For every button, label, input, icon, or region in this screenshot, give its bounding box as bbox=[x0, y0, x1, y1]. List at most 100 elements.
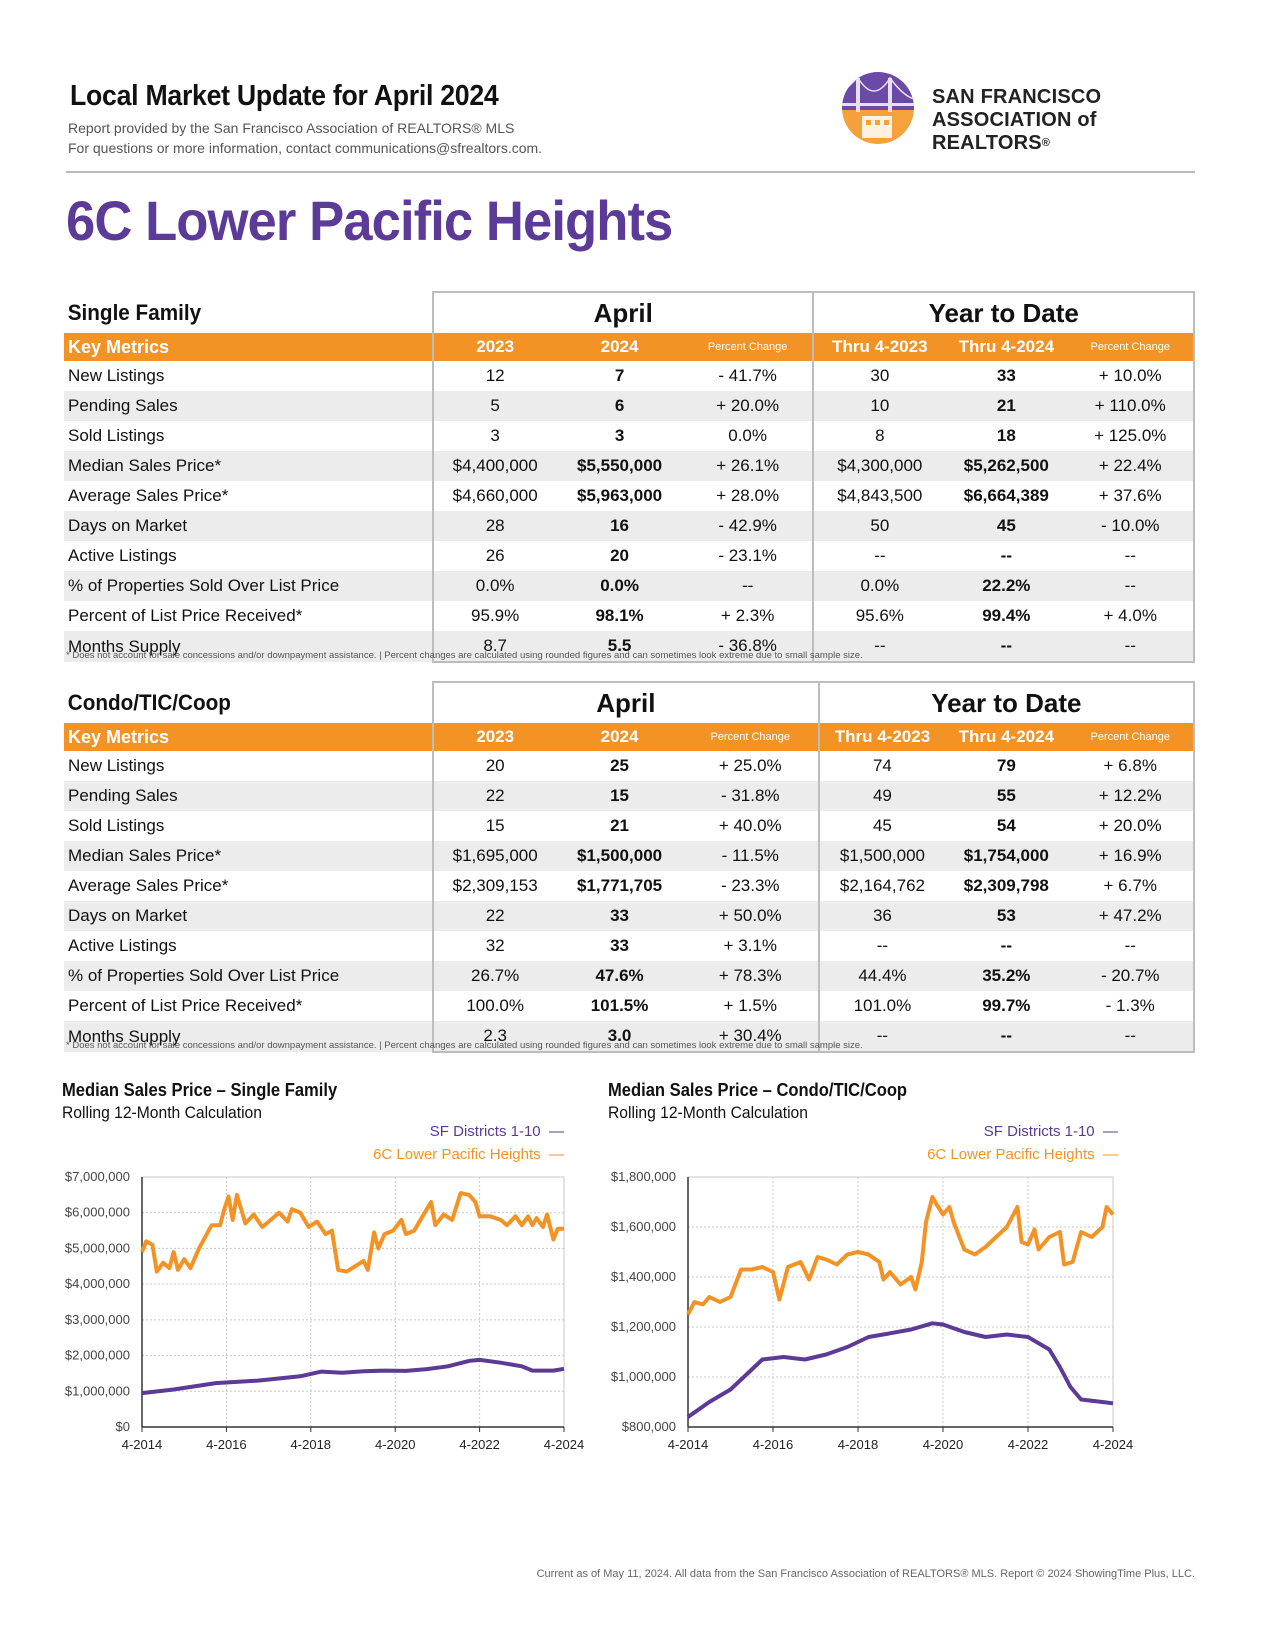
y-tick-label: $800,000 bbox=[622, 1419, 676, 1434]
april-2024-value: 15 bbox=[556, 781, 683, 811]
key-metrics-label: Key Metrics bbox=[64, 333, 433, 361]
ytd-percent-change: -- bbox=[1067, 931, 1195, 961]
ytd-2023-value: -- bbox=[876, 936, 889, 955]
ytd-2024-value: $2,309,798 bbox=[963, 876, 1049, 895]
april-percent-change: + 3.1% bbox=[682, 931, 820, 961]
y-tick-label: $4,000,000 bbox=[65, 1276, 130, 1291]
table-row: % of Properties Sold Over List Price 0.0%… bbox=[64, 571, 1195, 601]
series-line-area bbox=[140, 1191, 564, 1274]
april-2024-value: $1,500,000 bbox=[556, 841, 683, 871]
ytd-2023-value: 45 bbox=[872, 816, 892, 835]
ytd-percent-change: -- bbox=[1067, 541, 1195, 571]
ytd-2024-value: 54 bbox=[996, 816, 1016, 835]
ytd-2024-value: 99.4% bbox=[982, 606, 1031, 625]
april-2023-value: $2,309,153 bbox=[431, 871, 557, 901]
x-tick-label: 4-2022 bbox=[459, 1437, 499, 1452]
ytd-percent-change: -- bbox=[1067, 631, 1195, 663]
col-2023: 2023 bbox=[431, 333, 557, 361]
legend-area: 6C Lower Pacific Heights — bbox=[373, 1146, 564, 1163]
april-2023-value: 20 bbox=[431, 751, 557, 781]
metric-label: Median Sales Price* bbox=[64, 451, 433, 481]
chart-plot: $0 $1,000,000 $2,000,000 $3,000,000 $4,000,0… bbox=[65, 1169, 584, 1452]
col-thru-2024: Thru 4-2024 bbox=[945, 723, 1068, 751]
table-row: New Listings 20 25 + 25.0% 74 79 + 6.8% bbox=[64, 751, 1195, 781]
ytd-2023-value: -- bbox=[874, 546, 886, 565]
metric-label: Days on Market bbox=[64, 901, 433, 931]
april-2024-value: 33 bbox=[610, 936, 630, 955]
ytd-2023-value: 30 bbox=[870, 366, 890, 385]
ytd-2024-value: $6,664,389 bbox=[963, 486, 1049, 505]
logo-registered-mark: ® bbox=[1041, 137, 1051, 149]
ytd-2024-value: 45 bbox=[945, 511, 1068, 541]
metric-label: % of Properties Sold Over List Price bbox=[64, 571, 433, 601]
april-header: April bbox=[431, 681, 820, 723]
ytd-2023-value: 50 bbox=[813, 511, 946, 541]
y-tick-label: $2,000,000 bbox=[65, 1348, 130, 1363]
plot-frame bbox=[687, 1176, 1114, 1428]
chart-single-family: Median Sales Price – Single Family Rolli… bbox=[62, 1080, 622, 1470]
chart-condo: Median Sales Price – Condo/TIC/Coop Roll… bbox=[608, 1080, 1168, 1470]
april-percent-change: + 26.1% bbox=[682, 451, 815, 481]
april-2024-value: 98.1% bbox=[595, 606, 644, 625]
april-2023-value: 3 bbox=[431, 421, 557, 451]
ytd-2024-value: 53 bbox=[945, 901, 1068, 931]
april-percent-change: -- bbox=[682, 571, 815, 601]
ytd-header: Year to Date bbox=[813, 291, 1195, 333]
plot-frame bbox=[141, 1176, 565, 1428]
april-2023-value: 95.9% bbox=[431, 601, 557, 631]
ytd-2024-value: $1,754,000 bbox=[945, 841, 1068, 871]
april-percent-change: + 1.5% bbox=[682, 991, 820, 1021]
ytd-percent-change: -- bbox=[1067, 1021, 1195, 1053]
april-percent-change: - 23.3% bbox=[682, 871, 820, 901]
section-title: Condo/TIC/Coop bbox=[67, 689, 231, 715]
ytd-2024-value: -- bbox=[1000, 546, 1012, 565]
ytd-2023-value: 10 bbox=[813, 391, 946, 421]
y-tick-label: $1,400,000 bbox=[611, 1269, 676, 1284]
x-tick-label: 4-2018 bbox=[838, 1437, 878, 1452]
ytd-2024-value: -- bbox=[1000, 936, 1012, 955]
metric-label: Active Listings bbox=[68, 546, 177, 565]
table-row: Percent of List Price Received* 95.9% 98.1… bbox=[64, 601, 1195, 631]
y-tick-label: $1,000,000 bbox=[65, 1383, 130, 1398]
chart-title: Median Sales Price – Condo/TIC/Coop bbox=[608, 1080, 908, 1100]
table-row: Percent of List Price Received* 100.0% 101… bbox=[64, 991, 1195, 1021]
april-2023-value: 2.3 bbox=[431, 1021, 557, 1053]
ytd-percent-change: - 20.7% bbox=[1067, 961, 1195, 991]
legend-area: 6C Lower Pacific Heights — bbox=[927, 1146, 1118, 1163]
ytd-percent-change: + 6.8% bbox=[1067, 751, 1195, 781]
metric-label: New Listings bbox=[68, 756, 165, 775]
footnote: * Does not account for sale concessions … bbox=[66, 650, 863, 661]
table-row: % of Properties Sold Over List Price 26.7… bbox=[64, 961, 1195, 991]
metric-label: Sold Listings bbox=[68, 426, 165, 445]
x-tick-label: 4-2016 bbox=[206, 1437, 246, 1452]
metric-label: Active Listings bbox=[68, 936, 177, 955]
ytd-2023-value: $1,500,000 bbox=[818, 841, 946, 871]
logo-line-1: SAN FRANCISCO bbox=[932, 86, 1102, 108]
ytd-2024-value: 55 bbox=[945, 781, 1068, 811]
x-tick-label: 4-2020 bbox=[375, 1437, 415, 1452]
y-tick-label: $0 bbox=[116, 1419, 130, 1434]
key-metrics-label: Key Metrics bbox=[64, 723, 433, 751]
ytd-2023-value: 49 bbox=[818, 781, 946, 811]
series-line-sf-districts bbox=[686, 1321, 1114, 1419]
ytd-2023-value: 101.0% bbox=[853, 996, 912, 1015]
col-2024: 2024 bbox=[556, 333, 683, 361]
april-percent-change: - 42.9% bbox=[682, 511, 815, 541]
x-tick-label: 4-2020 bbox=[923, 1437, 963, 1452]
credit-line: Current as of May 11, 2024. All data fro… bbox=[536, 1568, 1195, 1580]
april-percent-change: + 25.0% bbox=[682, 751, 820, 781]
metric-label: Pending Sales bbox=[64, 391, 433, 421]
section-title: Single Family bbox=[67, 299, 202, 325]
april-2023-value: 0.0% bbox=[431, 571, 557, 601]
golden-gate-logo-icon bbox=[842, 72, 914, 144]
april-2023-value: $4,660,000 bbox=[431, 481, 557, 511]
col-percent-change: Percent Change bbox=[682, 723, 820, 751]
ytd-2023-value: $4,843,500 bbox=[837, 486, 923, 505]
table-row: Median Sales Price* $4,400,000 $5,550,000 +… bbox=[64, 451, 1195, 481]
table-row: Pending Sales 22 15- 31.8% 49 55 + 12.2% bbox=[64, 781, 1195, 811]
april-percent-change: + 40.0% bbox=[682, 811, 820, 841]
ytd-2024-value: 79 bbox=[996, 756, 1016, 775]
april-2024-value: 25 bbox=[610, 756, 630, 775]
ytd-2024-value: 35.2% bbox=[945, 961, 1068, 991]
april-percent-change: - 11.5% bbox=[682, 841, 820, 871]
